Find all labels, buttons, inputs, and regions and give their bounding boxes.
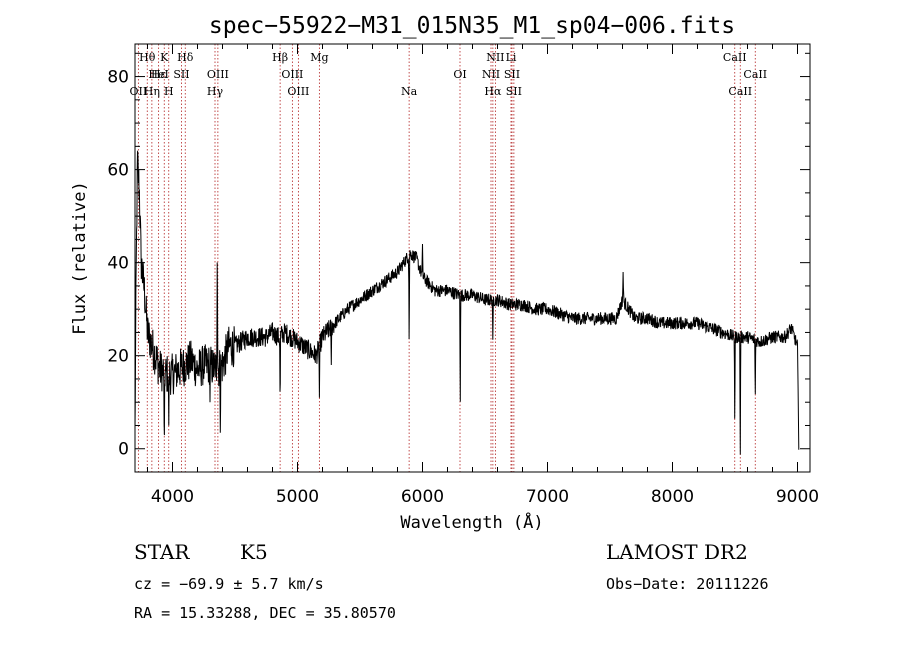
line-label: Hβ (272, 51, 288, 64)
y-tick-label: 80 (107, 68, 129, 88)
line-label: CaII (723, 51, 747, 64)
object-class: STAR (134, 540, 190, 564)
line-label: Hδ (177, 51, 194, 64)
line-label: Mg (310, 51, 328, 64)
x-tick-label: 7000 (526, 487, 569, 507)
x-axis: 4000 5000 6000 7000 8000 9000 (147, 44, 819, 507)
line-label: Hθ (139, 51, 156, 64)
x-tick-label: 4000 (151, 487, 194, 507)
line-label: Hα (484, 85, 502, 98)
line-label: OII (130, 85, 148, 98)
line-label: Hη (144, 85, 160, 98)
y-tick-label: 60 (107, 161, 129, 181)
object-subclass: K5 (240, 540, 268, 564)
line-label: CaII (728, 85, 752, 98)
y-tick-label: 20 (107, 347, 129, 367)
line-label: Hγ (207, 85, 224, 98)
line-label: NII (482, 68, 500, 81)
line-label: SII (506, 85, 522, 98)
y-axis-label: Flux (relative) (70, 181, 90, 335)
y-tick-label: 0 (118, 440, 129, 460)
survey-name: LAMOST DR2 (606, 540, 748, 564)
line-label: OIII (207, 68, 229, 81)
y-axis: 0 20 40 60 80 (107, 52, 810, 473)
line-label: H (164, 85, 174, 98)
x-tick-label: 5000 (276, 487, 319, 507)
line-label: CaII (743, 68, 767, 81)
x-tick-label: 6000 (401, 487, 444, 507)
line-label: Li (506, 51, 517, 64)
line-label: OIII (287, 85, 309, 98)
x-tick-label: 8000 (651, 487, 694, 507)
line-label: HeI (148, 68, 168, 81)
plot-frame (134, 43, 811, 473)
line-label: OIII (281, 68, 303, 81)
chart-title: spec−55922−M31_015N35_M1_sp04−006.fits (209, 13, 735, 39)
line-label: NII (486, 51, 504, 64)
y-tick-label: 40 (107, 254, 129, 274)
line-label: SII (173, 68, 189, 81)
observation-date: Obs−Date: 20111226 (606, 575, 769, 593)
spectrum-series (134, 150, 800, 455)
redshift-velocity: cz = −69.9 ± 5.7 km/s (134, 575, 324, 593)
x-axis-label: Wavelength (Å) (400, 511, 543, 533)
line-label: Na (401, 85, 418, 98)
line-label: OI (453, 68, 466, 81)
spectral-line-markers (137, 44, 756, 472)
line-label: K (160, 51, 169, 64)
sky-coordinates: RA = 15.33288, DEC = 35.80570 (134, 604, 396, 622)
line-label: SII (504, 68, 520, 81)
line-label: Hε (151, 68, 167, 81)
x-tick-label: 9000 (776, 487, 819, 507)
